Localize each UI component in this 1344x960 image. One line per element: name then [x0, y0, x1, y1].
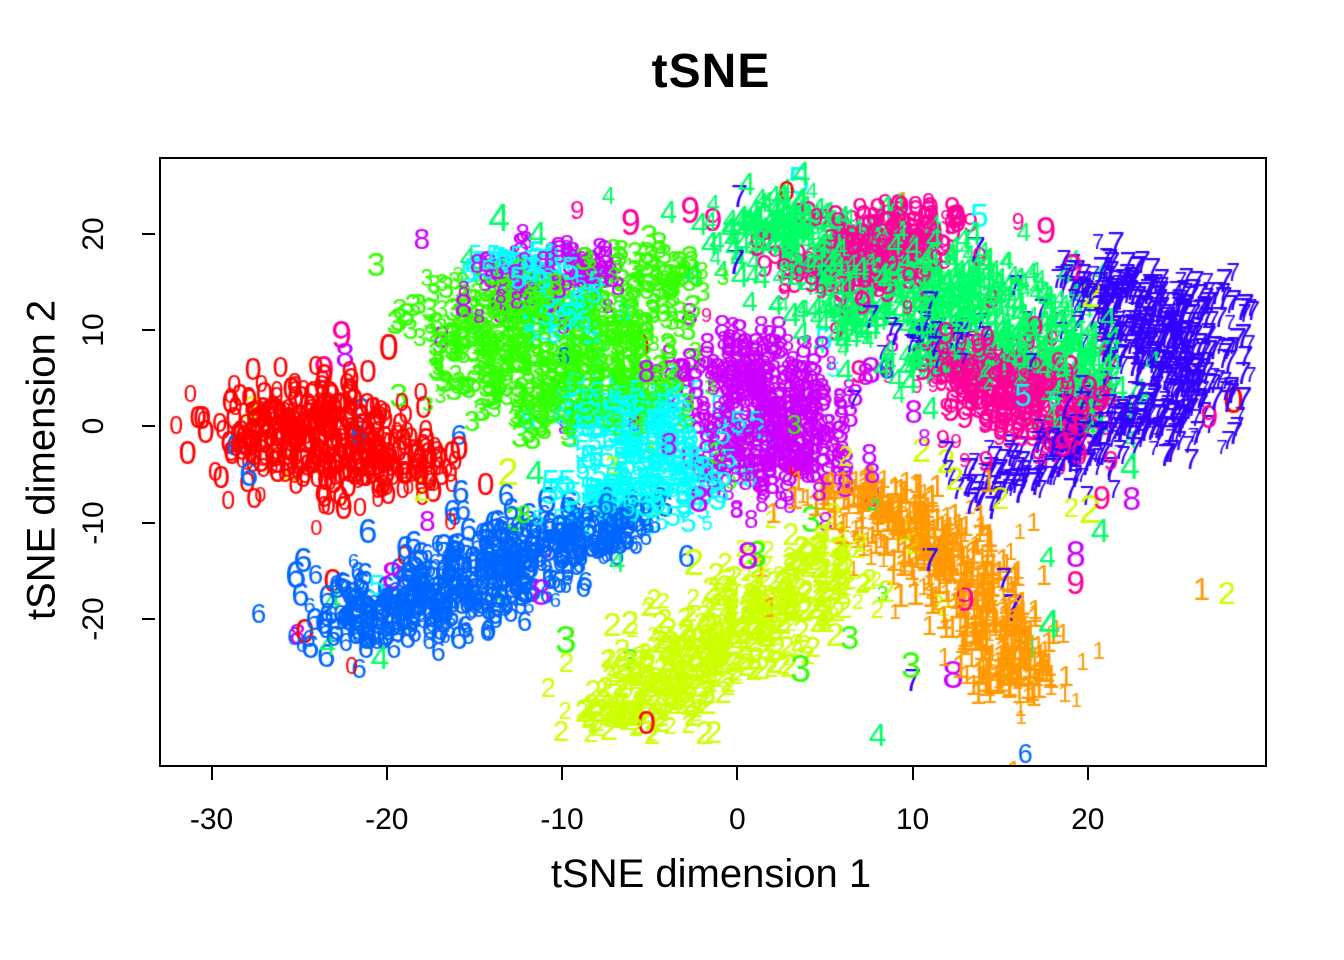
x-tick-mark	[561, 767, 564, 780]
y-tick-mark	[142, 329, 155, 332]
x-tick-mark	[911, 767, 914, 780]
y-tick-label: 20	[77, 217, 110, 251]
y-tick-mark	[142, 232, 155, 235]
x-tick-mark	[1086, 767, 1089, 780]
y-tick-mark	[142, 521, 155, 524]
x-tick-label: -30	[189, 803, 234, 836]
x-tick-label: -20	[365, 803, 409, 836]
x-axis-label: tSNE dimension 1	[550, 852, 872, 896]
y-tick-mark	[142, 425, 155, 428]
x-tick-label: 10	[895, 803, 930, 836]
y-tick-label: 10	[77, 313, 110, 347]
x-tick-mark	[736, 767, 739, 780]
x-tick-mark	[210, 767, 213, 780]
y-tick-label: 0	[77, 417, 110, 435]
y-axis-label: tSNE dimension 2	[19, 299, 64, 621]
y-tick-label: -20	[77, 597, 110, 641]
x-tick-mark	[385, 767, 388, 780]
y-tick-label: -10	[77, 500, 110, 545]
chart-title: tSNE	[651, 45, 771, 98]
plot-area	[159, 157, 1267, 767]
scatter-canvas	[161, 159, 1265, 765]
x-tick-label: -10	[540, 803, 584, 836]
x-tick-label: 20	[1071, 803, 1105, 836]
y-tick-mark	[142, 617, 155, 620]
x-tick-label: 0	[728, 803, 746, 836]
